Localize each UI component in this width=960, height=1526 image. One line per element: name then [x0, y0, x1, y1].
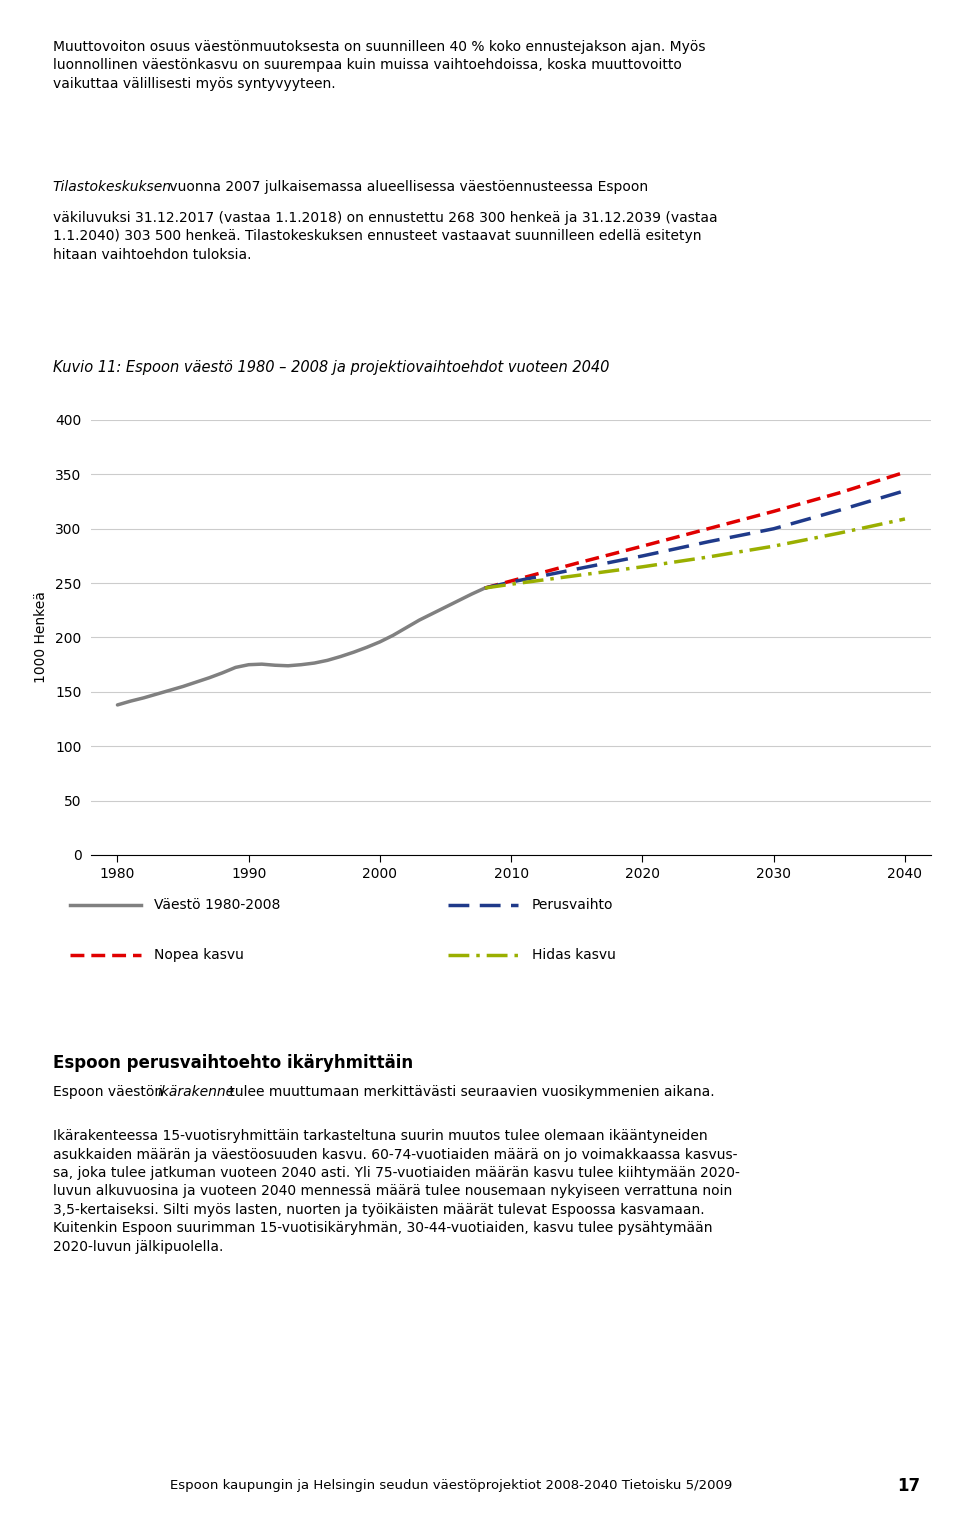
Text: väkiluvuksi 31.12.2017 (vastaa 1.1.2018) on ennustettu 268 300 henkeä ja 31.12.2: väkiluvuksi 31.12.2017 (vastaa 1.1.2018)…	[53, 211, 717, 261]
Text: Espoon kaupungin ja Helsingin seudun väestöprojektiot 2008-2040 Tietoisku 5/2009: Espoon kaupungin ja Helsingin seudun väe…	[170, 1480, 732, 1492]
Text: Kuvio 11: Espoon väestö 1980 – 2008 ja projektiovaihtoehdot vuoteen 2040: Kuvio 11: Espoon väestö 1980 – 2008 ja p…	[53, 360, 610, 375]
Text: Muuttovoiton osuus väestönmuutoksesta on suunnilleen 40 % koko ennustejakson aja: Muuttovoiton osuus väestönmuutoksesta on…	[53, 40, 706, 92]
Text: Nopea kasvu: Nopea kasvu	[154, 948, 244, 963]
Text: Espoon perusvaihtoehto ikäryhmittäin: Espoon perusvaihtoehto ikäryhmittäin	[53, 1053, 413, 1071]
Text: Tilastokeskuksen: Tilastokeskuksen	[53, 180, 172, 194]
Y-axis label: 1000 Henkeä: 1000 Henkeä	[35, 592, 48, 684]
Text: Väestö 1980-2008: Väestö 1980-2008	[154, 897, 280, 913]
Text: Ikärakenteessa 15-vuotisryhmittäin tarkasteltuna suurin muutos tulee olemaan ikä: Ikärakenteessa 15-vuotisryhmittäin tarka…	[53, 1129, 739, 1254]
Text: Hidas kasvu: Hidas kasvu	[532, 948, 615, 963]
Text: ikärakenne: ikärakenne	[157, 1085, 234, 1099]
Text: 17: 17	[898, 1477, 921, 1495]
Text: tulee muuttumaan merkittävästi seuraavien vuosikymmenien aikana.: tulee muuttumaan merkittävästi seuraavie…	[225, 1085, 714, 1099]
Text: Perusvaihto: Perusvaihto	[532, 897, 613, 913]
Text: vuonna 2007 julkaisemassa alueellisessa väestöennusteessa Espoon: vuonna 2007 julkaisemassa alueellisessa …	[165, 180, 648, 194]
Text: Espoon väestön: Espoon väestön	[53, 1085, 167, 1099]
